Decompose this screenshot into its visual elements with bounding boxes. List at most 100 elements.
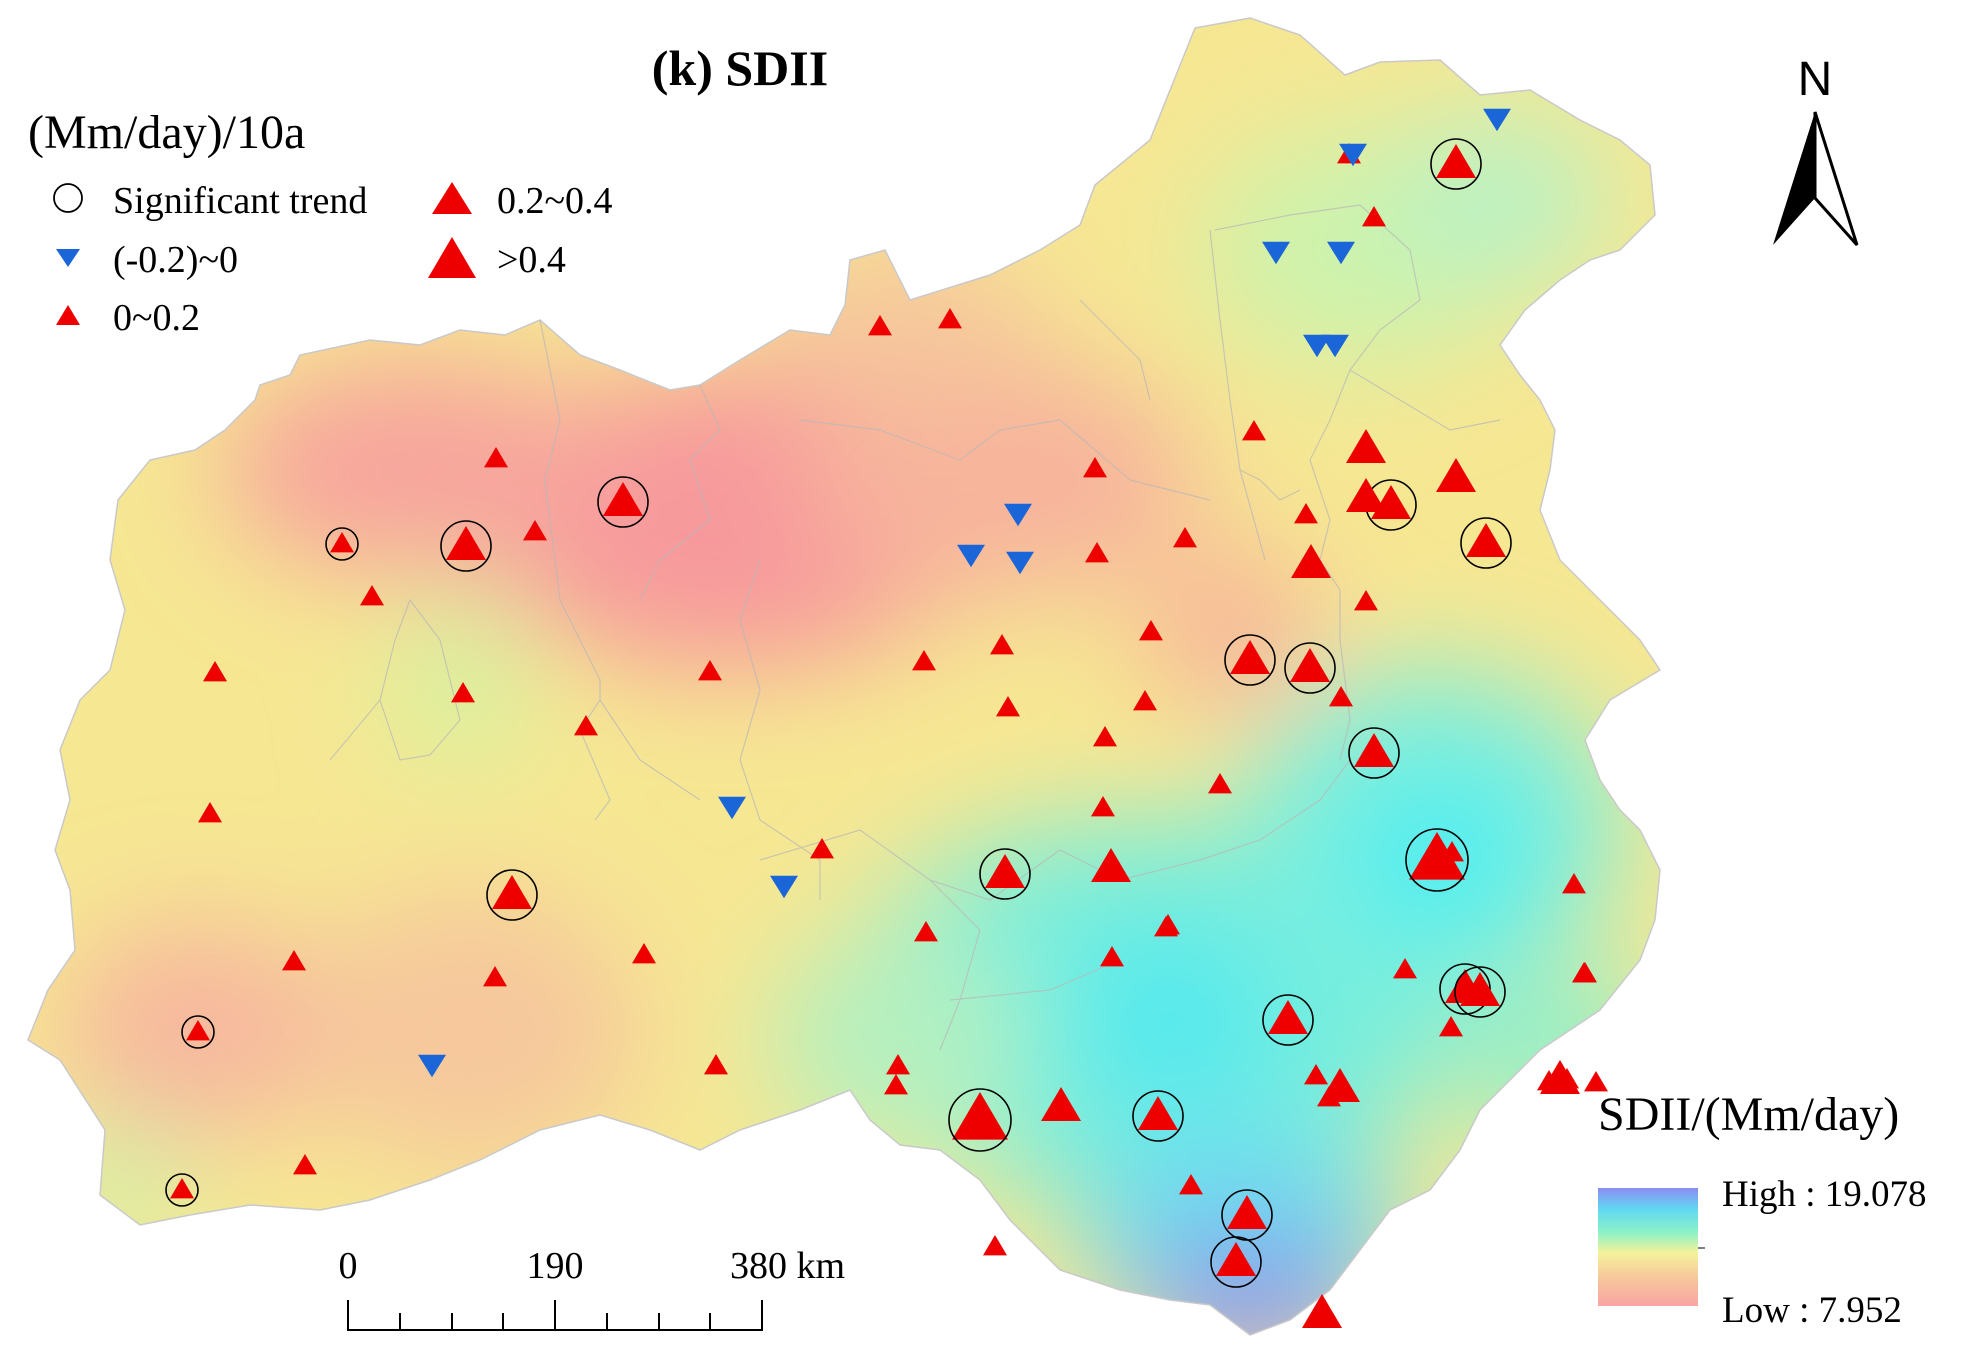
station-marker [1208,773,1232,794]
station-marker [597,476,649,528]
station-marker [1139,620,1163,641]
north-arrow-icon [1773,111,1859,246]
positive-trend-triangle-icon [1133,690,1157,711]
sdii-heat-layer [50,110,1660,1335]
positive-trend-triangle-icon [1354,590,1378,611]
station-marker [198,802,222,823]
station-marker [1041,1087,1081,1121]
legend-large-triangle-icon [428,237,476,278]
station-marker [1262,241,1290,265]
positive-trend-triangle-icon [1304,1064,1328,1085]
negative-trend-triangle-icon [1339,143,1367,167]
sdii-surface [27,17,1661,1336]
positive-trend-triangle-icon [1268,1000,1308,1034]
positive-trend-triangle-icon [868,315,892,336]
positive-trend-triangle-icon [1139,620,1163,641]
positive-trend-triangle-icon [914,921,938,942]
positive-trend-triangle-icon [1409,832,1465,880]
positive-trend-triangle-icon [574,715,598,736]
positive-trend-triangle-icon [1041,1087,1081,1121]
significant-trend-ring [486,869,538,921]
positive-trend-triangle-icon [1393,958,1417,979]
station-marker [1154,916,1178,937]
positive-trend-triangle-icon [698,660,722,681]
positive-trend-triangle-icon [1329,686,1353,707]
station-marker [704,1054,728,1075]
positive-trend-triangle-icon [451,682,475,703]
station-marker [1329,686,1353,707]
station-marker [1439,1016,1463,1037]
positive-trend-triangle-icon [1439,1016,1463,1037]
station-marker [1291,544,1331,578]
station-marker [983,1235,1007,1256]
station-marker [1346,478,1386,512]
station-marker [1346,429,1386,463]
station-marker [1339,143,1367,167]
significant-trend-ring [1454,966,1506,1018]
station-marker [948,1088,1012,1152]
positive-trend-triangle-icon [483,966,507,987]
station-marker [360,585,384,606]
station-marker [632,943,656,964]
significant-trend-ring [1348,727,1400,779]
scale-bar-line [347,1300,763,1331]
negative-trend-triangle-icon [770,875,798,899]
positive-trend-triangle-icon [1290,648,1330,682]
significant-trend-ring [1430,138,1482,190]
station-marker [293,1154,317,1175]
positive-trend-triangle-icon [912,650,936,671]
significant-trend-ring [440,520,492,572]
negative-trend-triangle-icon [1006,551,1034,575]
station-marker [1303,334,1331,358]
station-marker [418,1054,446,1078]
positive-trend-triangle-icon [492,875,532,909]
map-title: (k) SDII [652,40,828,96]
station-marker [1224,634,1276,686]
positive-trend-triangle-icon [1362,206,1386,227]
station-marker [868,315,892,336]
significant-trend-ring [165,1173,199,1207]
positive-trend-triangle-icon [990,634,1014,655]
station-marker [1132,1090,1184,1142]
significant-trend-ring [181,1015,215,1049]
station-marker [486,869,538,921]
significant-trend-ring [1132,1090,1184,1142]
negative-trend-triangle-icon [1483,108,1511,132]
negative-trend-triangle-icon [957,544,985,568]
significant-trend-ring [1405,828,1469,892]
positive-trend-triangle-icon [1354,733,1394,767]
station-marker [1091,796,1115,817]
colorbar-ramp [1598,1188,1698,1306]
station-marker [282,950,306,971]
positive-trend-triangle-icon [1085,542,1109,563]
positive-trend-triangle-icon [1227,1195,1267,1229]
positive-trend-triangle-icon [186,1020,210,1041]
station-marker [770,875,798,899]
positive-trend-triangle-icon [484,447,508,468]
station-marker [1321,334,1349,358]
colorbar-title: SDII/(Mm/day) [1598,1088,1899,1141]
station-marker [1284,642,1336,694]
station-marker [1440,841,1464,862]
positive-trend-triangle-icon [1573,962,1597,983]
positive-trend-triangle-icon [1346,429,1386,463]
station-marker [484,447,508,468]
station-marker [1362,206,1386,227]
positive-trend-triangle-icon [170,1178,194,1199]
scale-tick-190: 190 [527,1245,584,1287]
station-marker [1436,458,1476,492]
positive-trend-triangle-icon [1466,523,1506,557]
negative-trend-triangle-icon [1262,241,1290,265]
significant-trend-ring [948,1088,1012,1152]
station-marker [1006,551,1034,575]
station-marker [203,661,227,682]
station-marker [1221,1189,1273,1241]
positive-trend-triangle-icon [203,661,227,682]
positive-trend-triangle-icon [523,520,547,541]
legend-label-large: >0.4 [497,239,566,281]
positive-trend-triangle-icon [1302,1294,1342,1328]
scale-bar: 0 190 380 km [339,1245,845,1331]
positive-trend-triangle-icon [1320,1068,1360,1102]
legend: (Mm/day)/10a Significant trend (-0.2)~0 … [28,106,613,339]
